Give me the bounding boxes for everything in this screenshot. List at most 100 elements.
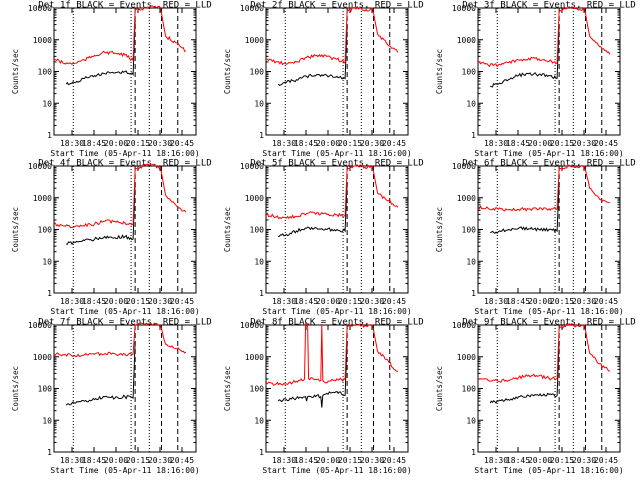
x-tick-label: 20:15	[338, 297, 362, 306]
y-tick-label: 10	[466, 99, 476, 108]
x-tick-label: 20:00	[104, 297, 128, 306]
x-tick-label: 20:15	[338, 139, 362, 148]
series-lld-line	[477, 322, 611, 383]
x-tick-label: 20:45	[170, 456, 194, 465]
y-tick-label: 1000	[245, 353, 264, 362]
y-tick-label: 1	[47, 448, 52, 457]
plot-frame	[477, 324, 621, 453]
series-lld-line	[477, 164, 610, 212]
x-tick-label: 20:00	[316, 456, 340, 465]
x-tick-label: 20:15	[550, 456, 574, 465]
y-tick-label: 10000	[240, 162, 264, 171]
y-axis-label: Counts/sec	[223, 207, 232, 252]
panel-title: Det 4f BLACK = Events, RED = LLD	[38, 159, 211, 169]
series-lld-line	[265, 322, 398, 386]
panel-title: Det 5f BLACK = Events, RED = LLD	[250, 159, 423, 169]
x-tick-label: 20:45	[594, 456, 618, 465]
y-tick-label: 10	[466, 257, 476, 266]
y-tick-label: 1	[259, 131, 264, 140]
y-axis-label: Counts/sec	[435, 366, 444, 411]
x-tick-label: 18:45	[82, 456, 106, 465]
x-tick-label: 20:00	[528, 456, 552, 465]
x-tick-label: 20:30	[572, 139, 596, 148]
series-lld-line	[265, 163, 399, 220]
y-tick-label: 1	[47, 131, 52, 140]
x-tick-label: 20:15	[126, 139, 150, 148]
x-tick-label: 20:00	[104, 139, 128, 148]
y-tick-label: 10	[42, 416, 52, 425]
y-tick-label: 10000	[28, 4, 52, 13]
x-tick-label: 18:45	[506, 456, 530, 465]
panel-title: Det 6f BLACK = Events, RED = LLD	[462, 159, 635, 169]
y-tick-label: 10	[254, 257, 264, 266]
y-tick-label: 1000	[457, 353, 476, 362]
x-tick-label: 20:30	[148, 139, 172, 148]
x-tick-label: 20:30	[572, 456, 596, 465]
y-tick-label: 100	[38, 385, 53, 394]
x-tick-label: 20:00	[104, 456, 128, 465]
y-axis-label: Counts/sec	[223, 49, 232, 94]
x-tick-label: 20:45	[594, 297, 618, 306]
y-tick-label: 100	[250, 385, 265, 394]
x-tick-label: 18:30	[60, 297, 84, 306]
panel-2: 1 10 100 1000 10000 18:3018:4520:0020:1520:30…	[223, 1, 424, 159]
series-events-line	[489, 24, 560, 88]
panel-title: Det 8f BLACK = Events, RED = LLD	[250, 318, 423, 328]
panel-1: 1 10 100 1000 10000 18:3018:4520:0020:1520:30…	[11, 1, 212, 159]
x-tick-label: 18:45	[506, 139, 530, 148]
y-axis-label: Counts/sec	[435, 207, 444, 252]
y-tick-label: 1	[47, 289, 52, 298]
x-axis-label: Start Time (05-Apr-11 18:16:00)	[262, 466, 411, 475]
y-tick-label: 1000	[33, 194, 52, 203]
x-tick-label: 18:45	[294, 139, 318, 148]
series-events-line	[489, 341, 560, 404]
x-tick-label: 20:00	[528, 297, 552, 306]
panel-4: 1 10 100 1000 10000 18:3018:4520:0020:1520:30…	[11, 159, 212, 317]
x-tick-label: 20:45	[170, 139, 194, 148]
series-events-line	[277, 341, 348, 408]
x-tick-label: 18:30	[272, 456, 296, 465]
y-axis-label: Counts/sec	[223, 366, 232, 411]
panel-7: 1 10 100 1000 10000 18:3018:4520:0020:1520:30…	[11, 318, 212, 476]
y-tick-label: 1	[471, 131, 476, 140]
x-tick-label: 18:30	[484, 456, 508, 465]
series-events-line	[278, 182, 348, 237]
panel-title: Det 2f BLACK = Events, RED = LLD	[250, 1, 423, 11]
y-tick-label: 1000	[245, 194, 264, 203]
y-tick-label: 10000	[240, 4, 264, 13]
y-tick-label: 100	[250, 226, 265, 235]
y-axis-label: Counts/sec	[435, 49, 444, 94]
x-tick-label: 18:45	[294, 456, 318, 465]
series-lld-line	[53, 322, 187, 358]
y-tick-label: 1000	[245, 36, 264, 45]
x-tick-label: 20:30	[148, 297, 172, 306]
panel-title: Det 1f BLACK = Events, RED = LLD	[38, 1, 211, 11]
y-tick-label: 100	[250, 68, 265, 77]
x-tick-label: 20:30	[572, 297, 596, 306]
x-axis-label: Start Time (05-Apr-11 18:16:00)	[50, 149, 199, 158]
x-tick-label: 18:30	[484, 139, 508, 148]
x-tick-label: 18:30	[484, 297, 508, 306]
x-tick-label: 20:15	[126, 456, 150, 465]
series-events-line	[490, 182, 560, 234]
x-tick-label: 20:15	[338, 456, 362, 465]
x-tick-label: 20:15	[550, 139, 574, 148]
series-events-line	[66, 182, 136, 245]
x-tick-label: 18:30	[272, 297, 296, 306]
x-tick-label: 20:00	[316, 297, 340, 306]
y-tick-label: 1	[471, 448, 476, 457]
series-events-line	[65, 341, 136, 406]
panel-8: 1 10 100 1000 10000 18:3018:4520:0020:1520:30…	[223, 318, 424, 476]
panel-title: Det 3f BLACK = Events, RED = LLD	[462, 1, 635, 11]
series-events-line	[277, 24, 348, 86]
y-tick-label: 1000	[457, 194, 476, 203]
y-tick-label: 10	[466, 416, 476, 425]
x-tick-label: 18:45	[82, 139, 106, 148]
x-axis-label: Start Time (05-Apr-11 18:16:00)	[474, 307, 623, 316]
y-tick-label: 100	[38, 68, 53, 77]
y-tick-label: 10	[254, 416, 264, 425]
y-tick-label: 100	[462, 68, 477, 77]
y-tick-label: 10000	[28, 162, 52, 171]
x-tick-label: 20:30	[360, 456, 384, 465]
